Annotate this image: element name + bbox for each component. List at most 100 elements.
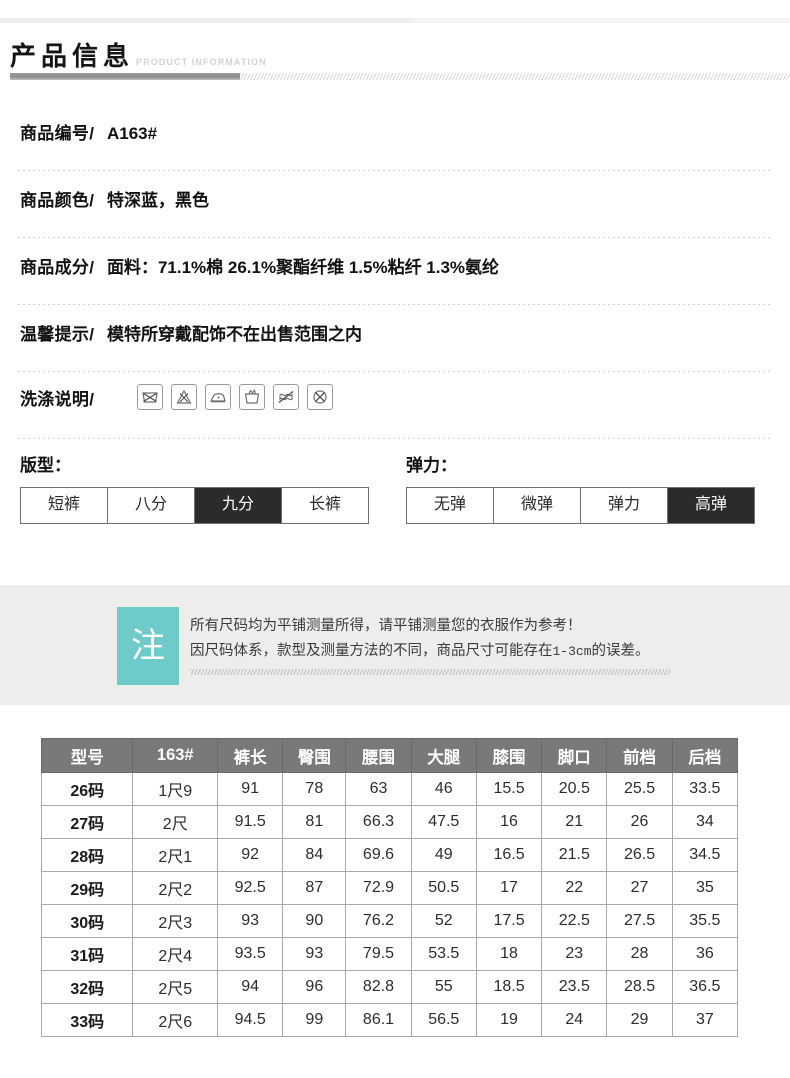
table-row: 27码 2尺 91.5 81 66.3 47.5 16 21 26 34 (40, 805, 739, 839)
row-separator (18, 237, 772, 238)
table-cell: 63 (345, 772, 412, 806)
fit-option-changku[interactable]: 长裤 (282, 488, 368, 523)
elasticity-option-gaotan[interactable]: 高弹 (668, 488, 754, 523)
table-cell: 72.9 (345, 871, 412, 905)
table-header-cell: 163# (132, 738, 219, 773)
info-row-tips: 温馨提示/ 模特所穿戴配饰不在出售范围之内 (0, 305, 790, 372)
elasticity-option-weitan[interactable]: 微弹 (494, 488, 581, 523)
fit-option-jiufen[interactable]: 九分 (195, 488, 282, 523)
elasticity-option-wutan[interactable]: 无弹 (407, 488, 494, 523)
table-cell: 18 (475, 937, 543, 971)
table-cell: 31码 (40, 937, 134, 971)
info-line: 温馨提示/ 模特所穿戴配饰不在出售范围之内 (20, 323, 362, 347)
table-cell: 78 (282, 772, 347, 806)
table-cell: 92 (217, 838, 284, 872)
note-line-2-part-a: 因尺码体系，款型及测量方法的不同，商品尺寸可能存在 (190, 643, 553, 659)
table-header-cell: 后档 (671, 738, 739, 773)
table-cell: 17 (475, 871, 543, 905)
table-cell: 30码 (40, 904, 134, 938)
table-cell: 49 (410, 838, 477, 872)
info-value: A163# (106, 124, 158, 143)
fit-option-group[interactable]: 短裤 八分 九分 长裤 (20, 487, 369, 524)
no-machine-wash-icon (137, 384, 163, 410)
table-header-cell: 臀围 (282, 738, 347, 773)
info-label: 商品编号/ (20, 124, 95, 143)
table-cell: 2尺 (132, 805, 219, 839)
title-underline (10, 73, 240, 80)
table-row: 26码 1尺9 91 78 63 46 15.5 20.5 25.5 33.5 (40, 772, 739, 806)
size-chart-table: 型号 163# 裤长 臀围 腰围 大腿 膝围 脚口 前档 后档 26码 1尺9 … (40, 738, 739, 1037)
elasticity-selector-block: 弹力： 无弹 微弹 弹力 高弹 (406, 455, 755, 524)
table-header-cell: 前档 (606, 738, 673, 773)
table-cell: 86.1 (345, 1003, 412, 1037)
table-cell: 2尺1 (132, 838, 219, 872)
elasticity-option-tanli[interactable]: 弹力 (581, 488, 668, 523)
table-cell: 27码 (40, 805, 134, 839)
table-header-cell: 膝围 (475, 738, 543, 773)
table-cell: 22.5 (541, 904, 608, 938)
table-cell: 47.5 (410, 805, 477, 839)
info-label: 洗涤说明/ (20, 390, 95, 409)
table-cell: 53.5 (410, 937, 477, 971)
page-title: 产品信息 (10, 41, 135, 71)
table-cell: 26 (606, 805, 673, 839)
info-label: 商品颜色/ (20, 191, 95, 210)
measurement-note-band: 注 所有尺码均为平铺测量所得，请平铺测量您的衣服作为参考！ 因尺码体系，款型及测… (0, 585, 790, 705)
table-cell: 33码 (40, 1003, 134, 1037)
info-line: 商品成分/ 面料：71.1%棉 26.1%聚酯纤维 1.5%粘纤 1.3%氨纶 (20, 256, 499, 280)
row-separator (18, 438, 772, 439)
table-row: 33码 2尺6 94.5 99 86.1 56.5 19 24 29 37 (40, 1003, 739, 1037)
fit-option-duanku[interactable]: 短裤 (21, 488, 108, 523)
info-row-wash-care: 洗涤说明/ (0, 372, 790, 439)
table-cell: 99 (282, 1003, 347, 1037)
no-tumble-dry-icon (307, 384, 333, 410)
info-label: 温馨提示/ (20, 325, 95, 344)
table-cell: 16.5 (475, 838, 543, 872)
table-cell: 18.5 (475, 970, 543, 1004)
info-value: 特深蓝，黑色 (106, 191, 209, 210)
table-cell: 21 (541, 805, 608, 839)
row-separator (18, 371, 772, 372)
iron-icon (205, 384, 231, 410)
table-header-cell: 脚口 (541, 738, 608, 773)
row-separator (18, 304, 772, 305)
info-row-composition: 商品成分/ 面料：71.1%棉 26.1%聚酯纤维 1.5%粘纤 1.3%氨纶 (0, 238, 790, 305)
table-cell: 92.5 (217, 871, 284, 905)
table-cell: 46 (410, 772, 477, 806)
info-line: 洗涤说明/ (20, 388, 94, 412)
no-wring-icon (273, 384, 299, 410)
table-cell: 82.8 (345, 970, 412, 1004)
table-cell: 27.5 (606, 904, 673, 938)
page-subtitle: PRODUCT INFORMATION (136, 57, 267, 67)
table-cell: 2尺4 (132, 937, 219, 971)
table-cell: 50.5 (410, 871, 477, 905)
table-cell: 16 (475, 805, 543, 839)
fit-option-bafen[interactable]: 八分 (108, 488, 195, 523)
table-cell: 55 (410, 970, 477, 1004)
table-cell: 2尺3 (132, 904, 219, 938)
no-bleach-icon (171, 384, 197, 410)
fit-selector-block: 版型： 短裤 八分 九分 长裤 (20, 455, 369, 524)
table-cell: 28 (606, 937, 673, 971)
table-cell: 34.5 (671, 838, 739, 872)
table-cell: 66.3 (345, 805, 412, 839)
table-row: 32码 2尺5 94 96 82.8 55 18.5 23.5 28.5 36.… (40, 970, 739, 1004)
hand-wash-icon (239, 384, 265, 410)
info-line: 商品颜色/ 特深蓝，黑色 (20, 189, 209, 213)
table-cell: 35.5 (671, 904, 739, 938)
table-row: 30码 2尺3 93 90 76.2 52 17.5 22.5 27.5 35.… (40, 904, 739, 938)
table-cell: 36.5 (671, 970, 739, 1004)
elasticity-option-group[interactable]: 无弹 微弹 弹力 高弹 (406, 487, 755, 524)
table-cell: 25.5 (606, 772, 673, 806)
table-row: 28码 2尺1 92 84 69.6 49 16.5 21.5 26.5 34.… (40, 838, 739, 872)
title-underline-hatch (240, 73, 790, 80)
table-cell: 35 (671, 871, 739, 905)
table-cell: 93 (217, 904, 284, 938)
note-badge: 注 (117, 607, 179, 685)
table-cell: 26码 (40, 772, 134, 806)
table-cell: 90 (282, 904, 347, 938)
info-line: 商品编号/ A163# (20, 122, 157, 146)
table-cell: 56.5 (410, 1003, 477, 1037)
top-divider-bar (0, 18, 790, 23)
table-cell: 84 (282, 838, 347, 872)
